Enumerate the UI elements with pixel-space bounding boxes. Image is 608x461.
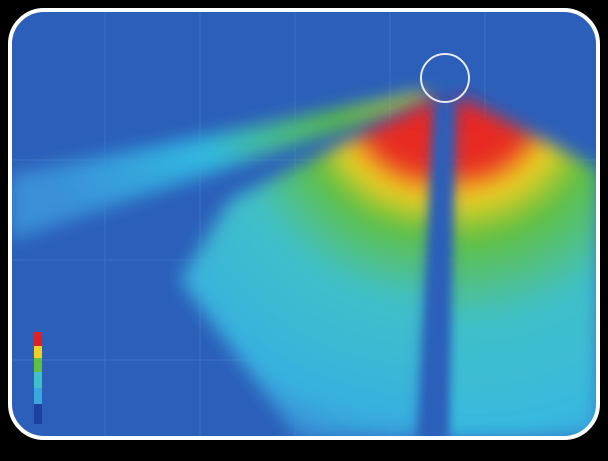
- simulation-plot: [10, 10, 598, 438]
- beam-center: [180, 100, 438, 438]
- beam-right: [440, 98, 598, 438]
- frame-border: [8, 8, 600, 440]
- colorbar: [34, 332, 42, 424]
- beam-gap: [420, 104, 452, 438]
- beam-left: [10, 92, 430, 240]
- source: [420, 53, 470, 103]
